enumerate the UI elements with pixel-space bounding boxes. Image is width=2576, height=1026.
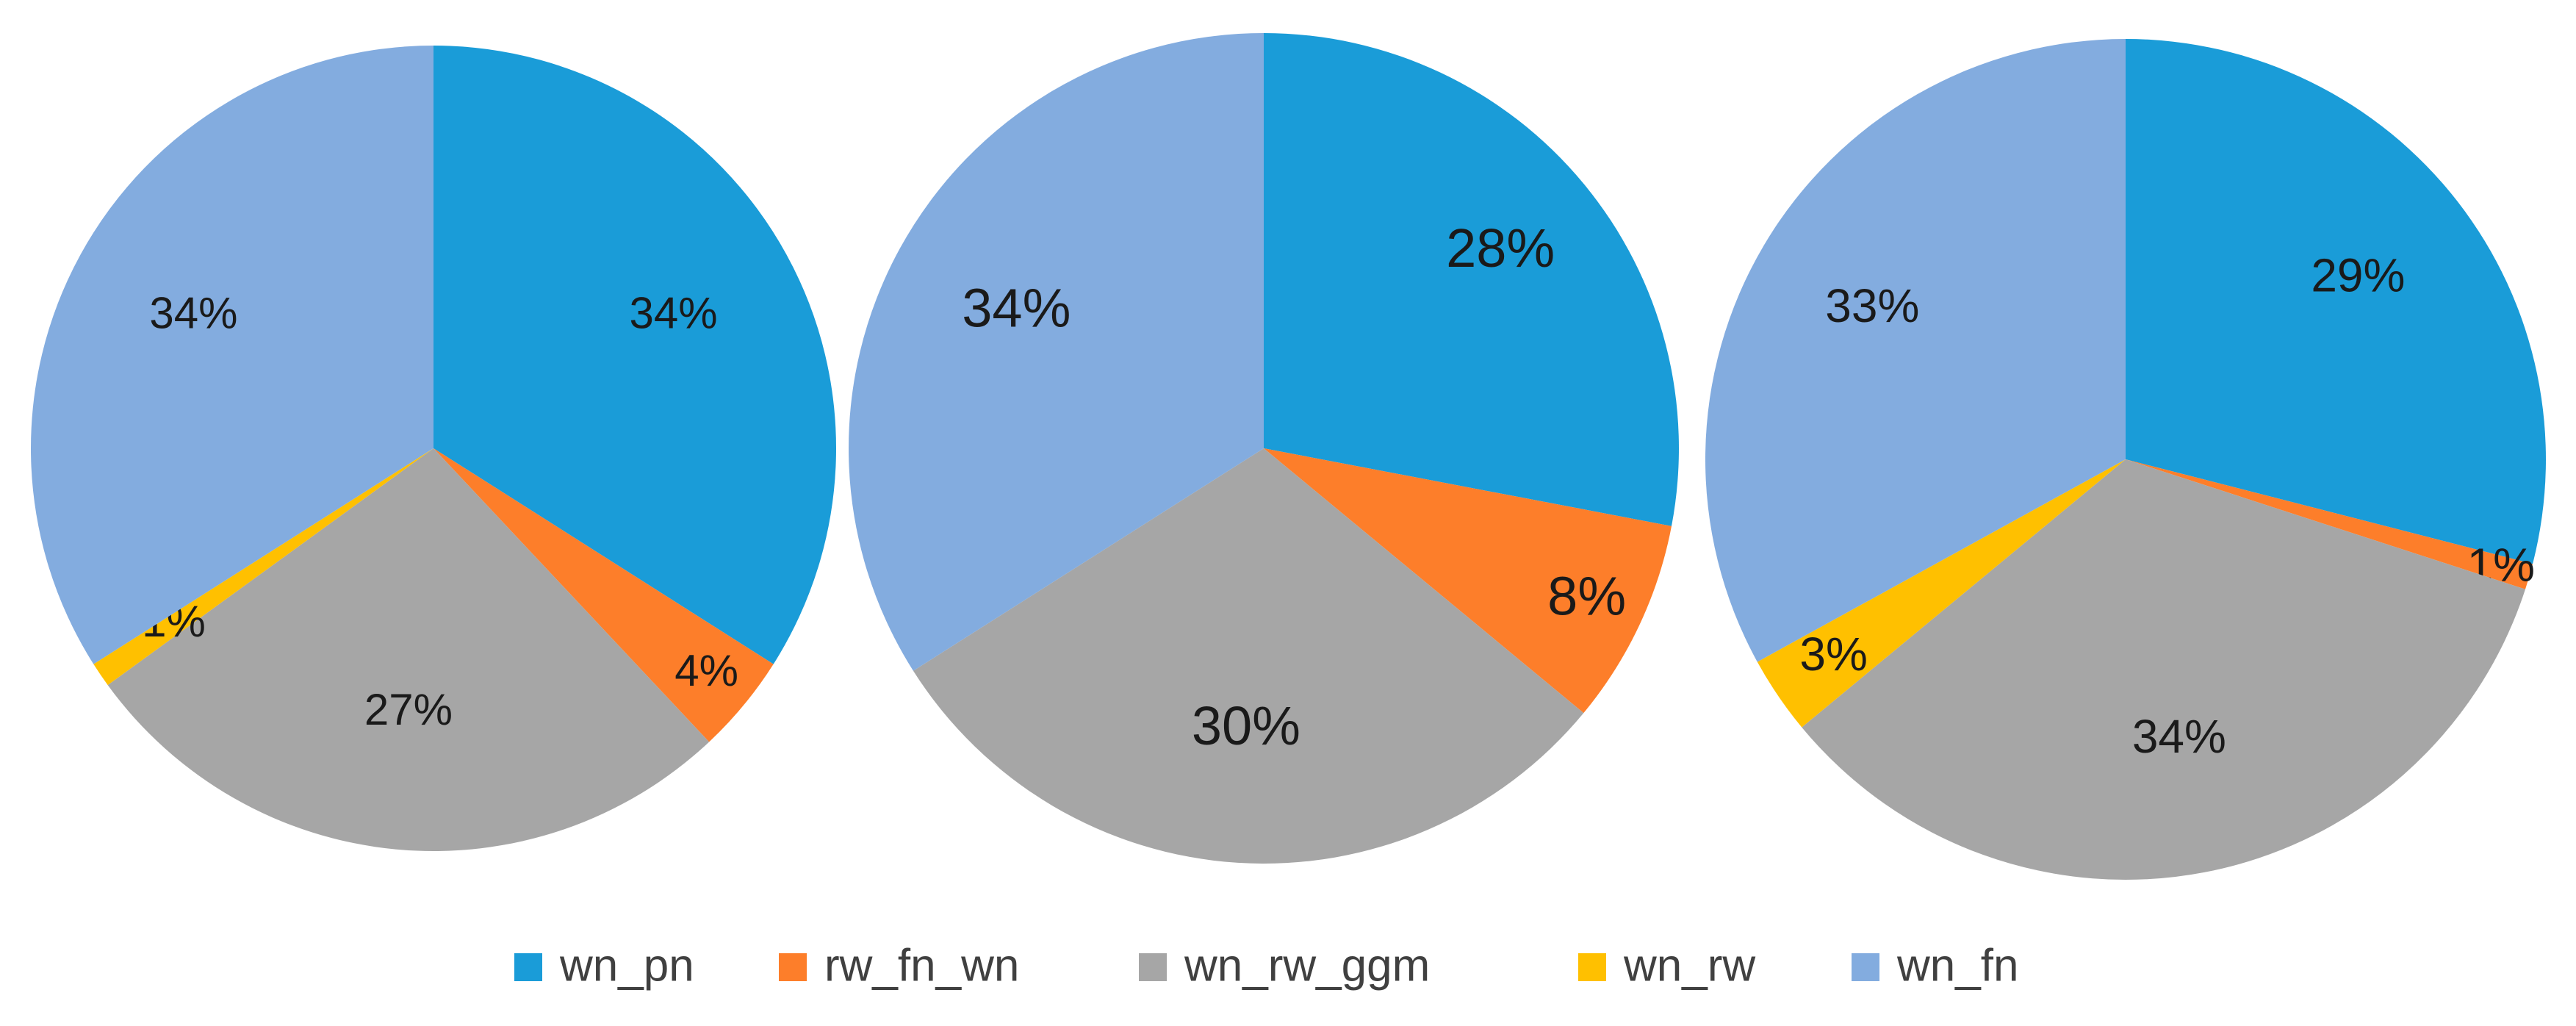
pie-3-slice-rw-fn-wn: [2126, 459, 2533, 589]
pie-1-slice-wn-rw-ggm: [107, 448, 710, 851]
pie-3-label-wn-rw: 3%: [1799, 628, 1868, 681]
pie-2-label-rw-fn-wn: 8%: [1547, 565, 1626, 626]
pie-3-slice-wn-pn: [2126, 39, 2546, 564]
pie-1-label-wn-fn: 34%: [149, 288, 237, 337]
legend: wn_pn rw_fn_wn wn_rw_ggm wn_rw wn_fn: [514, 940, 2018, 991]
pie-3-label-wn-pn: 29%: [2311, 248, 2405, 301]
pie-1-label-wn-rw-ggm: 27%: [364, 685, 453, 734]
pie-1-slice-rw-fn-wn: [433, 448, 774, 742]
pie-2-slice-rw-fn-wn: [1264, 448, 1672, 714]
pie-chart-3: 29%1%34%3%33%: [1705, 39, 2546, 880]
legend-label-wn-rw: wn_rw: [1623, 940, 1755, 991]
pie-1-slice-wn-pn: [433, 46, 836, 664]
pie-2-slice-wn-pn: [1264, 33, 1679, 526]
legend-label-wn-pn: wn_pn: [559, 940, 694, 991]
legend-swatch-wn-rw: [1578, 953, 1606, 981]
legend-item-rw-fn-wn: rw_fn_wn: [779, 940, 1019, 991]
legend-label-wn-rw-ggm: wn_rw_ggm: [1184, 940, 1430, 991]
pie-chart-2: 28% 8% 30% 34%: [849, 33, 1679, 864]
legend-swatch-wn-rw-ggm: [1139, 953, 1167, 981]
pie-1-slice-wn-fn: [30, 46, 433, 664]
pie-3-label-wn-fn: 33%: [1825, 279, 1919, 332]
pie-3-label-wn-rw-ggm: 34%: [2132, 710, 2226, 763]
pie-chart-1: 34%4%27%1%34%: [30, 46, 836, 851]
pie-1-slice-wn-rw: [93, 448, 434, 686]
legend-item-wn-fn: wn_fn: [1852, 940, 2018, 991]
pie-2-label-wn-rw-ggm: 30%: [1192, 695, 1300, 756]
pie-1-label-rw-fn-wn: 4%: [674, 646, 738, 695]
pie-2-label-wn-pn: 28%: [1446, 218, 1555, 279]
pie-2-label-wn-fn: 34%: [962, 277, 1071, 338]
legend-item-wn-rw-ggm: wn_rw_ggm: [1139, 940, 1430, 991]
pie-2-slice-wn-fn: [849, 33, 1264, 671]
pie-3-slice-wn-rw-ggm: [1802, 459, 2526, 880]
pie-2-slice-wn-rw-ggm: [913, 448, 1584, 864]
pie-1-label-wn-pn: 34%: [630, 288, 718, 337]
legend-swatch-rw-fn-wn: [779, 953, 807, 981]
legend-item-wn-rw: wn_rw: [1578, 940, 1755, 991]
legend-swatch-wn-fn: [1852, 953, 1879, 981]
pie-3-slice-wn-rw: [1757, 459, 2126, 728]
legend-item-wn-pn: wn_pn: [514, 940, 694, 991]
pie-charts-group: 34%4%27%1%34%28%8%30%34%29%1%34%3%33%: [30, 33, 2546, 880]
legend-label-wn-fn: wn_fn: [1896, 940, 2018, 991]
legend-swatch-wn-pn: [514, 953, 542, 981]
pie-3-slice-wn-fn: [1705, 39, 2126, 662]
legend-label-rw-fn-wn: rw_fn_wn: [824, 940, 1019, 991]
